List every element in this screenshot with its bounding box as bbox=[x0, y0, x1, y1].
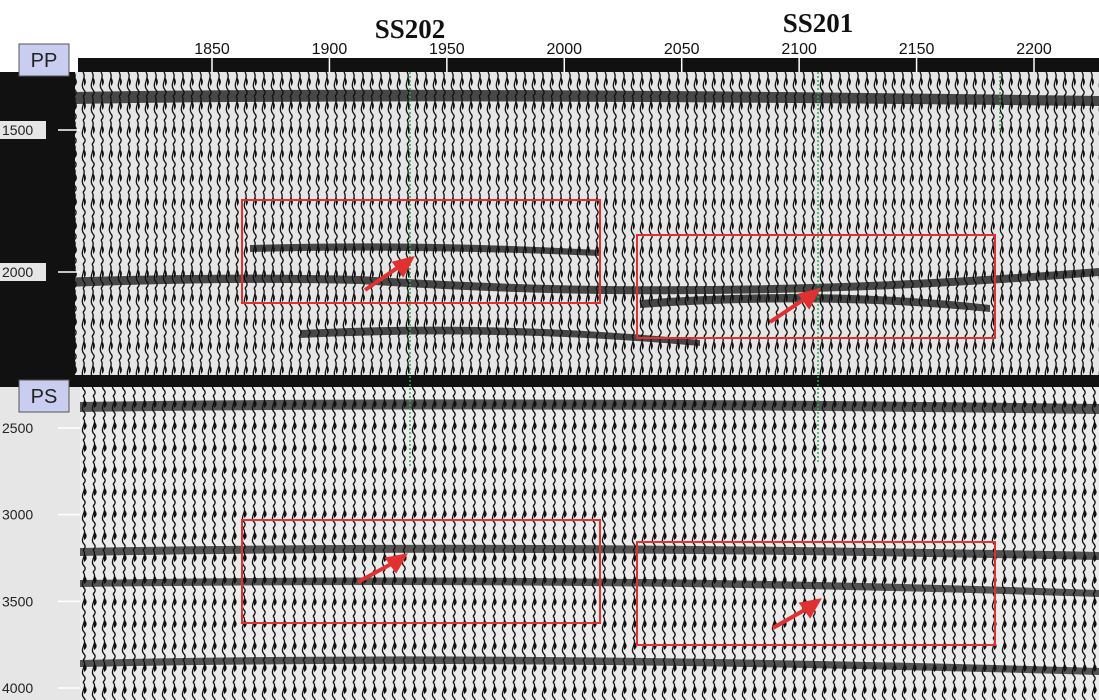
y-tick-label: 4000 bbox=[2, 680, 33, 696]
y-axis: 1500 2000 2500 3000 3500 4000 bbox=[0, 121, 80, 697]
x-axis-bar bbox=[78, 58, 1099, 72]
x-axis: 1850 1900 1950 2000 2050 2100 2150 2200 bbox=[194, 41, 1052, 72]
y-tick-bg bbox=[0, 679, 46, 697]
x-tick-label: 2000 bbox=[546, 41, 582, 58]
y-tick-label: 3000 bbox=[2, 507, 33, 523]
well-label: SS201 bbox=[783, 8, 854, 38]
well-label: SS202 bbox=[375, 14, 446, 44]
y-tick-bg bbox=[0, 263, 46, 281]
x-tick-label: 1900 bbox=[312, 41, 348, 58]
separator bbox=[0, 375, 1099, 387]
y-tick-label: 3500 bbox=[2, 593, 33, 609]
y-tick-label: 1500 bbox=[2, 122, 33, 138]
reflectors-ps bbox=[80, 399, 1099, 675]
panel-label: PP bbox=[31, 50, 58, 72]
y-tick-bg bbox=[0, 592, 46, 611]
x-tick-label: 2050 bbox=[664, 41, 700, 58]
arrows bbox=[357, 255, 822, 630]
y-axis-strip bbox=[0, 387, 85, 700]
y-tick-label: 2000 bbox=[2, 264, 33, 280]
y-tick-label: 2500 bbox=[2, 420, 33, 436]
reflectors-pp bbox=[0, 89, 1099, 346]
y-tick-bg bbox=[0, 505, 46, 524]
highlight-boxes bbox=[241, 199, 996, 646]
seismic-ps bbox=[80, 387, 1099, 700]
x-tick-label: 1950 bbox=[429, 41, 465, 58]
y-tick-bg bbox=[0, 121, 46, 139]
seismic-pp bbox=[75, 72, 1099, 375]
well-tracks bbox=[409, 72, 1001, 468]
x-tick-label: 1850 bbox=[194, 41, 230, 58]
panel-label: PS bbox=[31, 386, 58, 408]
x-tick-label: 2150 bbox=[899, 41, 935, 58]
y-axis-strip bbox=[0, 72, 80, 382]
panel-badge bbox=[18, 43, 70, 77]
panel-badge bbox=[18, 379, 70, 413]
y-tick-bg bbox=[0, 419, 46, 437]
x-tick-label: 2100 bbox=[781, 41, 817, 58]
x-tick-label: 2200 bbox=[1016, 41, 1052, 58]
